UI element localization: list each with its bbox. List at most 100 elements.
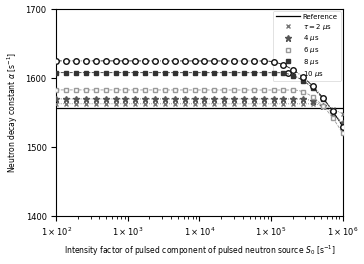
$6\ \mu\mathrm{s}$: [212, 88, 217, 92]
$6\ \mu\mathrm{s}$: [271, 88, 276, 92]
$8\ \mu\mathrm{s}$: [321, 97, 325, 100]
$\tau = 2\ \mu\mathrm{s}$: [143, 102, 147, 105]
$10\ \mu\mathrm{s}$: [291, 68, 296, 72]
$10\ \mu\mathrm{s}$: [321, 96, 325, 99]
$10\ \mu\mathrm{s}$: [192, 59, 197, 63]
$8\ \mu\mathrm{s}$: [291, 74, 296, 77]
Line: $10\ \mu\mathrm{s}$: $10\ \mu\mathrm{s}$: [54, 58, 345, 129]
$6\ \mu\mathrm{s}$: [163, 88, 167, 92]
$4\ \mu\mathrm{s}$: [301, 97, 305, 101]
$4\ \mu\mathrm{s}$: [340, 121, 345, 125]
$\tau = 2\ \mu\mathrm{s}$: [123, 102, 128, 105]
$\tau = 2\ \mu\mathrm{s}$: [271, 102, 276, 105]
$8\ \mu\mathrm{s}$: [222, 71, 226, 74]
$\tau = 2\ \mu\mathrm{s}$: [291, 102, 296, 105]
$\tau = 2\ \mu\mathrm{s}$: [222, 102, 226, 105]
$4\ \mu\mathrm{s}$: [103, 97, 108, 101]
$8\ \mu\mathrm{s}$: [173, 71, 177, 74]
Legend: Reference, $\tau = 2\ \mu\mathrm{s}$, $4\ \mu\mathrm{s}$, $6\ \mu\mathrm{s}$, $8: Reference, $\tau = 2\ \mu\mathrm{s}$, $4…: [273, 11, 341, 81]
$8\ \mu\mathrm{s}$: [340, 125, 345, 128]
$8\ \mu\mathrm{s}$: [311, 87, 315, 90]
X-axis label: Intensity factor of pulsed component of pulsed neutron source $S_0$ [$\mathrm{s}: Intensity factor of pulsed component of …: [64, 244, 335, 258]
$10\ \mu\mathrm{s}$: [163, 59, 167, 63]
$\tau = 2\ \mu\mathrm{s}$: [261, 102, 266, 105]
$\tau = 2\ \mu\mathrm{s}$: [163, 102, 167, 105]
$4\ \mu\mathrm{s}$: [331, 112, 335, 115]
$10\ \mu\mathrm{s}$: [331, 110, 335, 113]
$6\ \mu\mathrm{s}$: [143, 88, 147, 92]
Line: $\tau = 2\ \mu\mathrm{s}$: $\tau = 2\ \mu\mathrm{s}$: [54, 101, 345, 116]
$4\ \mu\mathrm{s}$: [212, 97, 217, 101]
$8\ \mu\mathrm{s}$: [153, 71, 157, 74]
$\tau = 2\ \mu\mathrm{s}$: [74, 102, 78, 105]
Line: $6\ \mu\mathrm{s}$: $6\ \mu\mathrm{s}$: [54, 88, 345, 135]
$8\ \mu\mathrm{s}$: [252, 71, 256, 74]
$4\ \mu\mathrm{s}$: [64, 97, 68, 101]
$10\ \mu\mathrm{s}$: [114, 59, 118, 63]
$4\ \mu\mathrm{s}$: [182, 97, 187, 101]
$10\ \mu\mathrm{s}$: [311, 85, 315, 88]
$10\ \mu\mathrm{s}$: [281, 63, 286, 67]
$10\ \mu\mathrm{s}$: [94, 59, 98, 63]
$4\ \mu\mathrm{s}$: [252, 97, 256, 101]
$8\ \mu\mathrm{s}$: [281, 71, 286, 74]
$10\ \mu\mathrm{s}$: [84, 59, 88, 63]
$\tau = 2\ \mu\mathrm{s}$: [311, 102, 315, 106]
$\tau = 2\ \mu\mathrm{s}$: [153, 102, 157, 105]
$8\ \mu\mathrm{s}$: [74, 71, 78, 74]
$4\ \mu\mathrm{s}$: [84, 97, 88, 101]
Line: $4\ \mu\mathrm{s}$: $4\ \mu\mathrm{s}$: [53, 95, 346, 126]
$10\ \mu\mathrm{s}$: [54, 59, 59, 63]
$10\ \mu\mathrm{s}$: [301, 76, 305, 79]
$\tau = 2\ \mu\mathrm{s}$: [301, 102, 305, 105]
$4\ \mu\mathrm{s}$: [192, 97, 197, 101]
$6\ \mu\mathrm{s}$: [202, 88, 207, 92]
$8\ \mu\mathrm{s}$: [261, 71, 266, 74]
$\tau = 2\ \mu\mathrm{s}$: [242, 102, 246, 105]
$6\ \mu\mathrm{s}$: [123, 88, 128, 92]
$10\ \mu\mathrm{s}$: [271, 60, 276, 63]
$\tau = 2\ \mu\mathrm{s}$: [103, 102, 108, 105]
$6\ \mu\mathrm{s}$: [261, 88, 266, 92]
$4\ \mu\mathrm{s}$: [222, 97, 226, 101]
$10\ \mu\mathrm{s}$: [64, 59, 68, 63]
$8\ \mu\mathrm{s}$: [94, 71, 98, 74]
$8\ \mu\mathrm{s}$: [133, 71, 138, 74]
$10\ \mu\mathrm{s}$: [261, 59, 266, 63]
$\tau = 2\ \mu\mathrm{s}$: [321, 104, 325, 107]
$\tau = 2\ \mu\mathrm{s}$: [114, 102, 118, 105]
Y-axis label: Neutron decay constant $\alpha$ [$\mathrm{s}^{-1}$]: Neutron decay constant $\alpha$ [$\mathr…: [5, 52, 20, 173]
$\tau = 2\ \mu\mathrm{s}$: [94, 102, 98, 105]
$6\ \mu\mathrm{s}$: [173, 88, 177, 92]
$10\ \mu\mathrm{s}$: [340, 125, 345, 128]
$\tau = 2\ \mu\mathrm{s}$: [202, 102, 207, 105]
$10\ \mu\mathrm{s}$: [232, 59, 236, 63]
$\tau = 2\ \mu\mathrm{s}$: [133, 102, 138, 105]
$4\ \mu\mathrm{s}$: [74, 97, 78, 101]
$8\ \mu\mathrm{s}$: [212, 71, 217, 74]
$4\ \mu\mathrm{s}$: [94, 97, 98, 101]
$\tau = 2\ \mu\mathrm{s}$: [252, 102, 256, 105]
$8\ \mu\mathrm{s}$: [123, 71, 128, 74]
$6\ \mu\mathrm{s}$: [311, 96, 315, 99]
$6\ \mu\mathrm{s}$: [182, 88, 187, 92]
$10\ \mu\mathrm{s}$: [202, 59, 207, 63]
$6\ \mu\mathrm{s}$: [94, 88, 98, 92]
$8\ \mu\mathrm{s}$: [54, 71, 59, 74]
$\tau = 2\ \mu\mathrm{s}$: [173, 102, 177, 105]
$8\ \mu\mathrm{s}$: [64, 71, 68, 74]
$10\ \mu\mathrm{s}$: [222, 59, 226, 63]
$\tau = 2\ \mu\mathrm{s}$: [64, 102, 68, 105]
$4\ \mu\mathrm{s}$: [54, 97, 59, 101]
$\tau = 2\ \mu\mathrm{s}$: [340, 112, 345, 116]
$6\ \mu\mathrm{s}$: [321, 104, 325, 107]
$10\ \mu\mathrm{s}$: [173, 59, 177, 63]
$4\ \mu\mathrm{s}$: [271, 97, 276, 101]
$10\ \mu\mathrm{s}$: [103, 59, 108, 63]
$8\ \mu\mathrm{s}$: [103, 71, 108, 74]
$8\ \mu\mathrm{s}$: [242, 71, 246, 74]
$6\ \mu\mathrm{s}$: [252, 88, 256, 92]
$8\ \mu\mathrm{s}$: [163, 71, 167, 74]
$4\ \mu\mathrm{s}$: [163, 97, 167, 101]
$\tau = 2\ \mu\mathrm{s}$: [331, 107, 335, 111]
